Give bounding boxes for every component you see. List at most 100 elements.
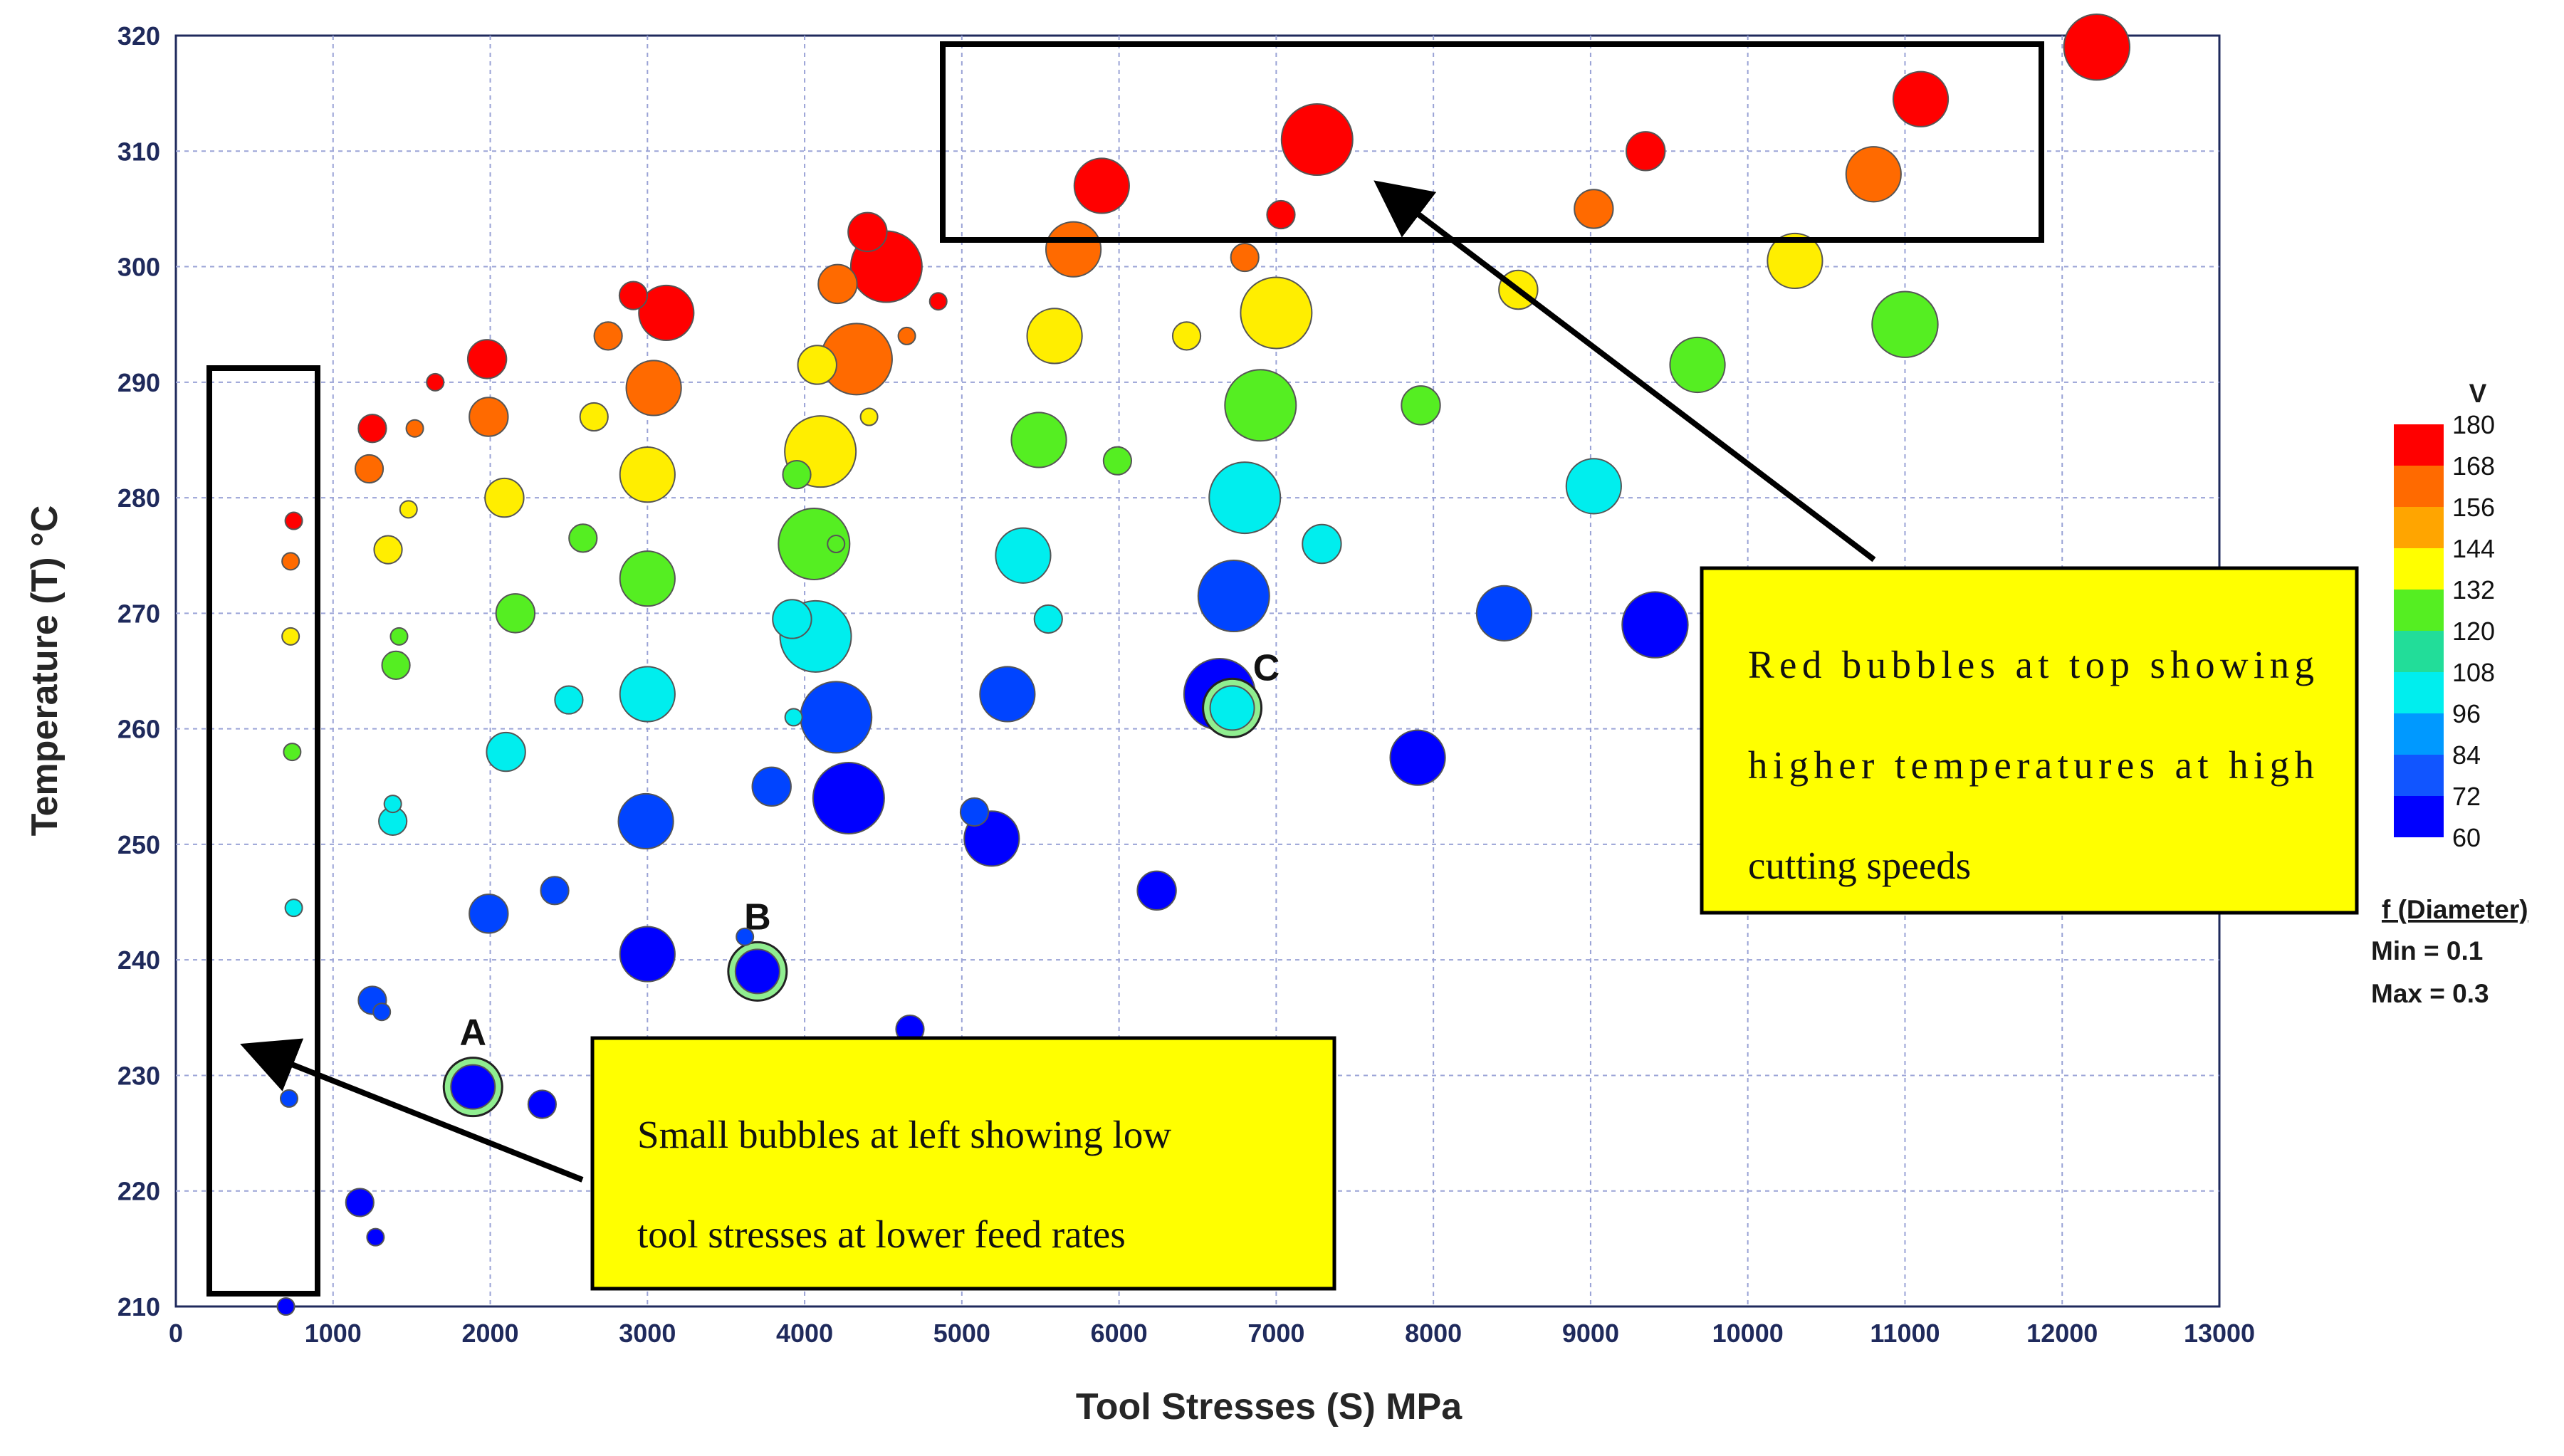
bubble: [772, 599, 812, 639]
y-tick-label: 270: [117, 599, 160, 628]
colorbar-tick-label: 144: [2452, 534, 2495, 563]
bubble: [1574, 189, 1614, 229]
bubble: [1475, 585, 1533, 641]
bubble: [784, 708, 803, 727]
right-callout-box: [1700, 566, 2359, 915]
bubble: [1033, 604, 1063, 634]
bubble: [1208, 461, 1282, 535]
bubble: [617, 792, 674, 850]
x-tick-label: 5000: [933, 1319, 990, 1348]
bubble: [619, 446, 676, 503]
colorbar-segment: [2394, 590, 2444, 631]
bubble: [2063, 14, 2131, 81]
bubble: [357, 414, 387, 444]
bubble: [897, 326, 916, 345]
bubble: [495, 593, 536, 634]
bubble: [579, 402, 609, 432]
bubble: [782, 460, 812, 490]
bubble: [593, 321, 623, 351]
size-legend-min: Min = 0.1: [2371, 936, 2483, 965]
x-tick-label: 7000: [1247, 1319, 1304, 1348]
bubble: [283, 743, 302, 762]
bubble: [1136, 870, 1177, 911]
left-highlight-box: [206, 365, 320, 1297]
bubble: [1010, 412, 1067, 468]
size-legend: f (Diameter) Min = 0.1 Max = 0.3: [2371, 895, 2528, 1008]
bubble: [469, 397, 509, 437]
bubble: [284, 511, 303, 530]
bubble: [1197, 560, 1270, 633]
bubble: [554, 685, 584, 715]
bubble: [1621, 591, 1689, 659]
bubble: [1045, 221, 1102, 278]
x-axis-title: Tool Stresses (S) MPa: [1076, 1386, 1462, 1428]
left-callout-box: [590, 1036, 1336, 1291]
right-callout-line-3: cutting speeds: [1748, 844, 1971, 887]
y-tick-label: 210: [117, 1292, 160, 1321]
right-callout: Red bubbles at top showing higher temper…: [1700, 566, 2359, 915]
bubble: [1625, 131, 1666, 172]
left-callout: Small bubbles at left showing low tool s…: [590, 1036, 1336, 1291]
bubble: [1073, 157, 1130, 214]
colorbar-tick-label: 120: [2452, 617, 2495, 646]
y-tick-label: 280: [117, 483, 160, 513]
bubble: [1230, 242, 1260, 273]
colorbar-tick-label: 72: [2452, 782, 2481, 811]
colorbar-tick-label: 96: [2452, 699, 2481, 728]
bubble: [281, 552, 300, 571]
colorbar-tick-label: 60: [2452, 823, 2481, 852]
y-tick-label: 320: [117, 21, 160, 51]
bubble: [1845, 146, 1902, 203]
colorbar-tick-label: 156: [2452, 493, 2495, 522]
colorbar-tick-label: 108: [2452, 658, 2495, 687]
y-tick-label: 240: [117, 946, 160, 975]
bubble: [372, 1002, 392, 1022]
x-tick-label: 10000: [1712, 1319, 1784, 1348]
x-tick-label: 2000: [461, 1319, 518, 1348]
bubble: [466, 339, 508, 379]
x-tick-label: 12000: [2026, 1319, 2098, 1348]
x-tick-label: 3000: [619, 1319, 676, 1348]
y-tick-label: 260: [117, 715, 160, 744]
bubble: [1389, 729, 1446, 786]
colorbar-segment: [2394, 631, 2444, 672]
left-callout-line-2: tool stresses at lower feed rates: [637, 1213, 1126, 1256]
bubble: [736, 927, 755, 946]
x-tick-label: 11000: [1870, 1319, 1940, 1348]
colorbar-tick-label: 84: [2452, 740, 2481, 770]
bubble: [354, 454, 384, 484]
bubble: [1669, 336, 1726, 394]
y-tick-label: 230: [117, 1061, 160, 1090]
bubble: [619, 666, 676, 723]
y-tick-label: 250: [117, 830, 160, 859]
bubble: [928, 292, 948, 311]
bubble: [995, 527, 1052, 584]
bubble: [619, 926, 676, 983]
y-tick-label: 310: [117, 137, 160, 166]
bubble: [1102, 446, 1133, 476]
bubble: [568, 523, 598, 553]
bubble: [817, 263, 858, 305]
colorbar-segment: [2394, 548, 2444, 590]
bubble: [405, 419, 424, 438]
bubble: [800, 681, 873, 754]
x-tick-label: 1000: [305, 1319, 362, 1348]
bubble: [373, 535, 403, 565]
size-legend-title: f (Diameter): [2382, 895, 2528, 924]
bubble: [734, 948, 780, 995]
colorbar-segment: [2394, 755, 2444, 796]
bubble: [1209, 685, 1255, 731]
bubble: [426, 372, 445, 392]
bubble: [1767, 232, 1823, 290]
bubble: [1280, 103, 1354, 177]
bubble: [540, 876, 570, 906]
top-arrow: [1373, 180, 1876, 562]
color-legend: V 180 168 156 144 132 120 108 96 84 72 60: [2394, 379, 2495, 852]
left-arrow: [240, 1038, 584, 1183]
bubble: [389, 627, 409, 646]
colorbar-ticks: 180 168 156 144 132 120 108 96 84 72 60: [2452, 410, 2495, 852]
x-tick-label: 13000: [2184, 1319, 2255, 1348]
bubble: [1401, 385, 1441, 426]
